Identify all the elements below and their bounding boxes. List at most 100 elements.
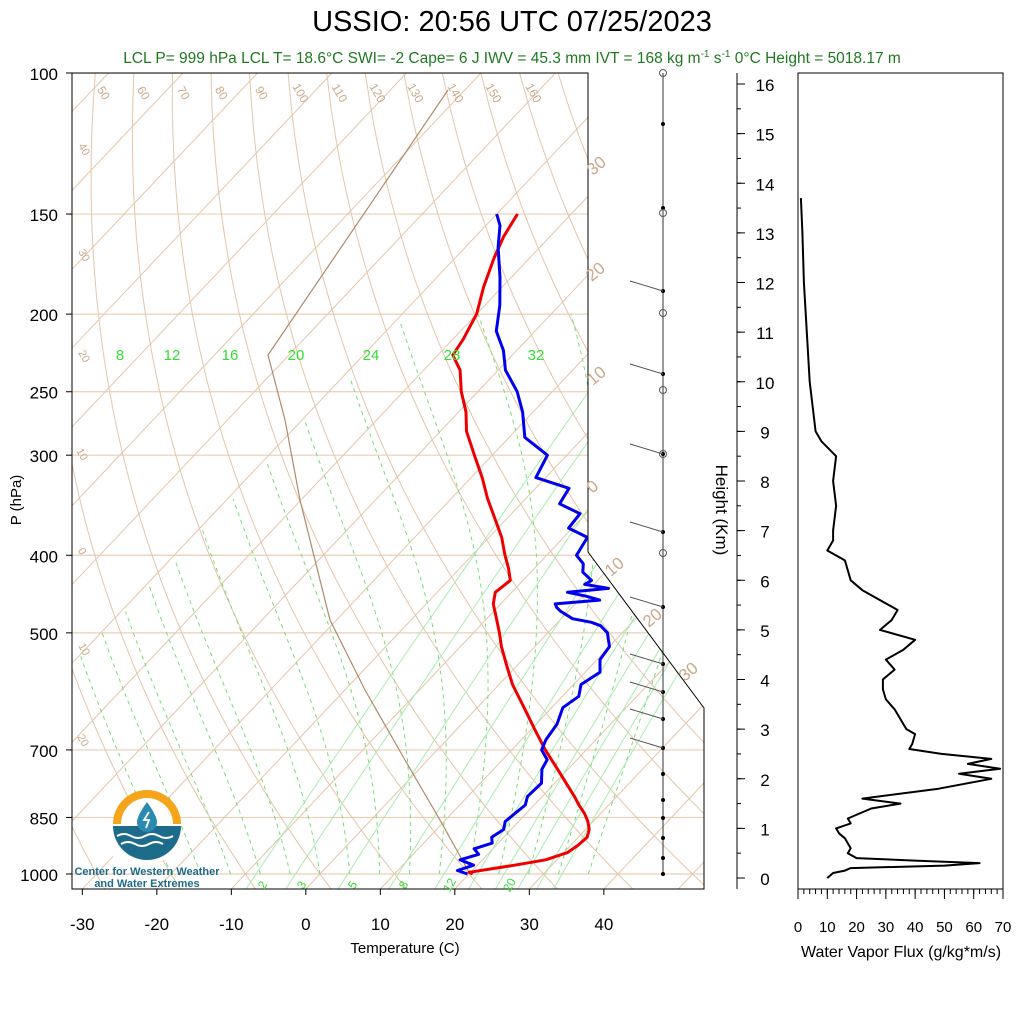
pressure-tick-label: 250 <box>30 384 58 403</box>
stats-sup-2: -1 <box>721 49 731 60</box>
dry-adiabat-label: 70 <box>174 84 193 103</box>
pressure-tick-label: 1000 <box>20 866 58 885</box>
isotherm-line <box>72 73 704 889</box>
dry-adiabat-label: 50 <box>94 84 113 103</box>
wind-level-dot <box>661 872 665 876</box>
mixing-ratio-line <box>387 362 704 889</box>
dry-adiabat-line <box>364 73 704 889</box>
height-tick-label: 7 <box>760 523 769 542</box>
wind-barb <box>629 737 664 749</box>
temperature-tick-label: 10 <box>371 915 390 934</box>
flux-profile-line <box>799 198 1002 879</box>
isotherm-label: 30 <box>75 247 92 264</box>
mixing-ratio-label: 20 <box>288 347 305 364</box>
dry-adiabat-label: 90 <box>252 84 271 103</box>
stats-mid: s <box>709 50 722 68</box>
mixing-ratio-line <box>535 362 704 889</box>
isotherm-line <box>454 73 704 889</box>
height-tick-label: 0 <box>760 870 769 889</box>
wind-barbs <box>629 69 667 876</box>
flux-tick-label: 60 <box>965 919 982 936</box>
dry-adiabat-label: 150 <box>482 81 504 106</box>
moist-adiabat-line <box>303 418 412 875</box>
flux-tick-label: 10 <box>819 919 836 936</box>
dry-adiabat-label: 60 <box>134 84 153 103</box>
dry-adiabat-label: 80 <box>212 84 231 103</box>
dry-adiabat-line <box>210 73 560 889</box>
temperature-tick-label: -20 <box>145 915 170 934</box>
mixing-ratio-label: 12 <box>164 347 181 364</box>
mixing-ratio-label: 28 <box>444 347 461 364</box>
height-tick-label: 3 <box>760 721 769 740</box>
wind-level-dot <box>661 206 665 210</box>
pressure-tick-label: 150 <box>30 206 58 225</box>
dry-adiabat-label: 140 <box>444 81 466 106</box>
mixing-ratio-line <box>516 362 704 889</box>
pressure-tick-label: 300 <box>30 447 58 466</box>
isotherm-label: 20 <box>582 258 609 285</box>
height-tick-label: 8 <box>760 473 769 492</box>
isotherm-label: 10 <box>73 446 90 463</box>
wind-barb <box>629 521 664 533</box>
isotherm-line <box>72 73 482 889</box>
mixing-ratio-label: 24 <box>363 347 380 364</box>
wind-level-dot <box>661 856 665 860</box>
dry-adiabat-line <box>90 73 334 889</box>
height-axis-label: Height (Km) <box>712 465 731 556</box>
isotherm-label: 30 <box>675 658 702 685</box>
wind-barb <box>629 681 664 693</box>
dry-adiabat-line <box>72 73 107 889</box>
stats-end: 0°C Height = 5018.17 m <box>730 50 901 68</box>
isotherm-label: 10 <box>601 553 628 580</box>
isotherm-label: 20 <box>75 348 92 365</box>
parcel-path-line <box>267 89 471 875</box>
dry-adiabat-line <box>403 73 704 889</box>
mixing-ratio-label: 12 <box>440 875 459 894</box>
wind-level-dot <box>661 816 665 820</box>
stats-text: LCL P= 999 hPa LCL T= 18.6°C SWI= -2 Cap… <box>123 50 701 68</box>
moist-adiabat-line <box>125 611 232 875</box>
flux-tick-label: 40 <box>907 919 924 936</box>
mixing-ratio-label: 16 <box>222 347 239 364</box>
height-tick-label: 10 <box>756 374 775 393</box>
calm-wind-circle <box>659 549 667 557</box>
wind-barb <box>629 708 664 720</box>
moist-adiabat-line <box>265 460 381 874</box>
cw3e-logo-icon <box>113 790 181 860</box>
temperature-tick-label: 40 <box>594 915 613 934</box>
isotherm-line <box>81 73 704 889</box>
moist-adiabat-line <box>528 313 598 875</box>
isotherm-line <box>72 73 258 889</box>
calm-wind-circle <box>659 209 667 217</box>
temperature-axis-label: Temperature (C) <box>350 940 459 957</box>
isotherm-label: 0 <box>583 476 602 497</box>
isotherm-label: 10 <box>75 641 92 658</box>
flux-tick-label: 20 <box>848 919 865 936</box>
mixing-ratio-label: 20 <box>500 875 519 894</box>
flux-tick-label: 0 <box>794 919 802 936</box>
pressure-tick-label: 400 <box>30 547 58 566</box>
dry-adiabat-line <box>72 73 258 889</box>
pressure-tick-label: 850 <box>30 809 58 828</box>
mixing-ratio-line <box>244 362 610 889</box>
height-tick-label: 14 <box>756 175 775 194</box>
sounding-stats: LCL P= 999 hPa LCL T= 18.6°C SWI= -2 Cap… <box>0 49 1024 68</box>
moist-adiabat-line <box>349 377 447 875</box>
temperature-trace <box>451 213 591 876</box>
moist-adiabat-line <box>101 632 202 875</box>
temperature-tick-label: 20 <box>445 915 464 934</box>
height-tick-label: 12 <box>756 275 775 294</box>
temperature-tick-label: -30 <box>70 915 95 934</box>
chart-title: USSIO: 20:56 UTC 07/25/2023 <box>312 6 712 38</box>
wind-level-dot <box>661 836 665 840</box>
isotherm-label: 40 <box>75 141 92 158</box>
logo-caption-line1: Center for Western Weather <box>74 866 220 878</box>
wind-level-dot <box>661 798 665 802</box>
isotherm-label: 20 <box>74 732 91 749</box>
moist-adiabat-line <box>477 313 538 875</box>
wind-barb <box>629 443 664 455</box>
calm-wind-circle <box>659 450 667 458</box>
flux-frame <box>797 72 1004 890</box>
